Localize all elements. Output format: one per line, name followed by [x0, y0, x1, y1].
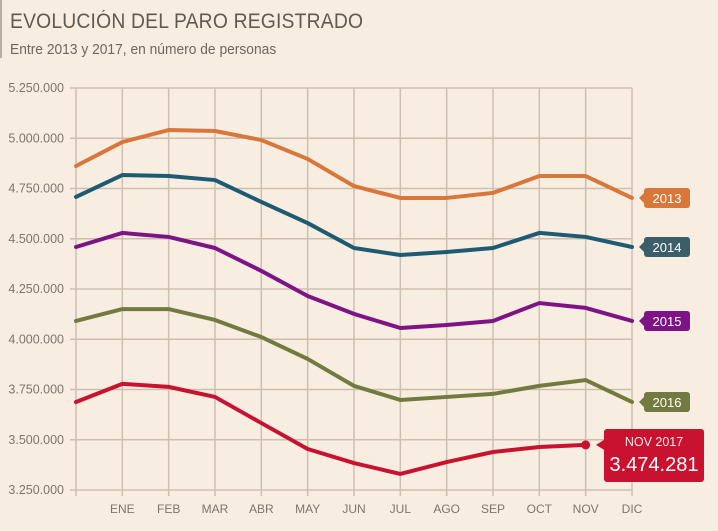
legend-text: 2014 — [653, 240, 682, 255]
legend-label-2014: 2014 — [639, 236, 690, 257]
title-accent-bar — [0, 0, 2, 58]
legend-box — [644, 187, 690, 208]
legend-box — [644, 310, 690, 331]
x-tick-label: ENE — [110, 502, 135, 516]
legend-pointer — [639, 241, 644, 252]
x-tick-label: JUL — [390, 502, 412, 516]
legend-text: 2016 — [653, 395, 682, 410]
y-tick-label: 3.250.000 — [8, 483, 64, 497]
callout-box — [604, 429, 704, 482]
y-tick-label: 4.500.000 — [8, 232, 64, 246]
x-tick-label: OCT — [527, 502, 553, 516]
y-tick-label: 5.000.000 — [8, 131, 64, 145]
x-axis: ENE FEB MAR ABR MAY JUN JUL AGO SEP OCT NOV DIC — [110, 502, 643, 516]
legend-pointer — [639, 192, 644, 203]
legend-box — [644, 236, 690, 257]
chart-subtitle: Entre 2013 y 2017, en número de personas — [10, 41, 277, 58]
y-tick-label: 3.750.000 — [8, 383, 64, 397]
legend-text: 2013 — [653, 191, 682, 206]
y-tick-label: 4.000.000 — [8, 332, 64, 346]
y-axis: 3.250.000 3.500.000 3.750.000 4.000.000 4.25… — [8, 81, 64, 497]
x-tick-label: ABR — [249, 502, 274, 516]
callout-pointer — [596, 439, 604, 450]
grid — [70, 87, 633, 496]
legend-label-2015: 2015 — [639, 310, 690, 331]
x-tick-label: DIC — [622, 502, 643, 516]
x-tick-label: JUN — [342, 502, 365, 516]
y-tick-label: 4.750.000 — [8, 182, 64, 196]
y-tick-label: 3.500.000 — [8, 433, 64, 447]
chart-title: EVOLUCIÓN DEL PARO REGISTRADO — [10, 10, 364, 33]
legend-pointer — [639, 315, 644, 326]
legend-label-2013: 2013 — [639, 187, 690, 208]
legend-pointer — [639, 396, 644, 407]
callout-value: 3.474.281 — [610, 454, 699, 476]
y-tick-label: 5.250.000 — [8, 81, 64, 95]
series-labels: 2013 2014 2015 2016 — [639, 187, 690, 412]
y-tick-label: 4.250.000 — [8, 282, 64, 296]
series-line-2017 — [74, 381, 588, 476]
x-tick-label: MAR — [202, 502, 229, 516]
legend-label-2016: 2016 — [639, 391, 690, 412]
x-tick-label: MAY — [295, 502, 320, 516]
series-lines — [74, 128, 634, 476]
legend-box — [644, 391, 690, 412]
legend-text: 2015 — [653, 314, 682, 329]
nov-2017-callout: NOV 2017 3.474.281 — [581, 429, 704, 482]
x-tick-label: AGO — [433, 502, 460, 516]
x-tick-label: SEP — [481, 502, 505, 516]
x-tick-label: FEB — [157, 502, 180, 516]
annotation-dot — [581, 440, 591, 450]
callout-title: NOV 2017 — [625, 435, 683, 449]
x-tick-label: NOV — [573, 502, 599, 516]
